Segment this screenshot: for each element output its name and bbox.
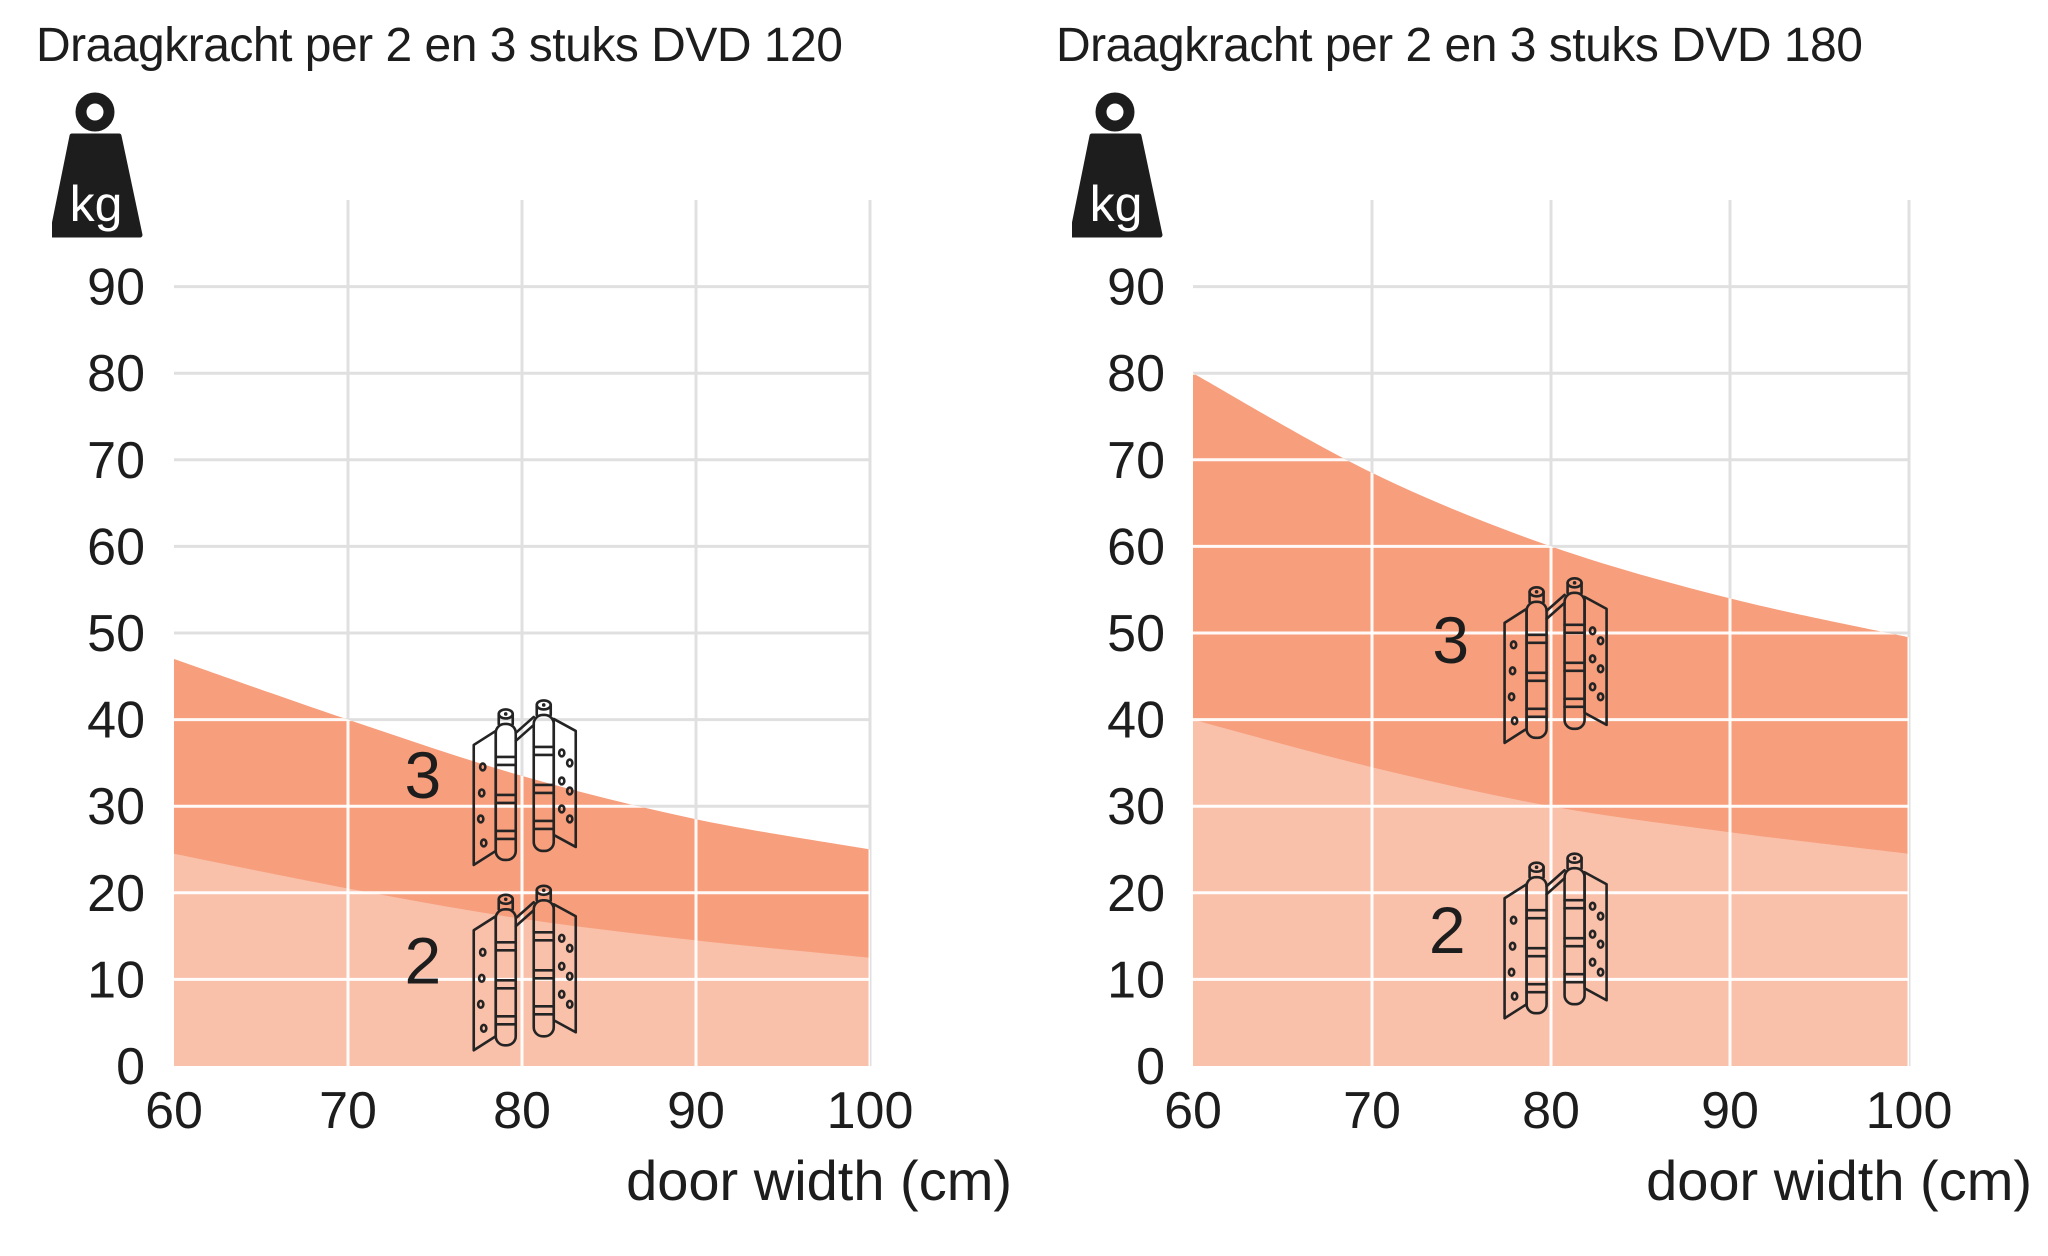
chart-plot-0: 0 10 20 30 40 50 60 70 80 90 60 70 80 90 100 door width…	[87, 200, 1012, 1212]
y-tick-label: 0	[116, 1038, 145, 1096]
x-tick-label: 90	[667, 1082, 725, 1140]
hinge-count-label-2: 2	[404, 923, 441, 997]
y-tick-label: 10	[1107, 951, 1165, 1009]
y-tick-label: 80	[87, 345, 145, 403]
kg-badge-label: kg	[1090, 176, 1143, 232]
y-tick-label: 10	[87, 951, 145, 1009]
x-tick-label: 60	[1164, 1082, 1222, 1140]
x-tick-label: 70	[319, 1082, 377, 1140]
y-tick-label: 50	[1107, 605, 1165, 663]
y-tick-label: 30	[87, 778, 145, 836]
weight-ring	[75, 92, 115, 132]
y-tick-labels: 0 10 20 30 40 50 60 70 80 90	[87, 259, 145, 1096]
kg-weight-icon: kg	[1072, 92, 1163, 238]
y-tick-label: 70	[87, 432, 145, 490]
y-tick-label: 50	[87, 605, 145, 663]
x-tick-label: 60	[145, 1082, 203, 1140]
y-tick-label: 20	[1107, 865, 1165, 923]
x-tick-label: 100	[827, 1082, 914, 1140]
y-tick-label: 0	[1136, 1038, 1165, 1096]
y-tick-label: 90	[1107, 259, 1165, 317]
y-tick-label: 60	[1107, 518, 1165, 576]
y-tick-label: 30	[1107, 778, 1165, 836]
x-tick-label: 80	[493, 1082, 551, 1140]
x-tick-label: 80	[1522, 1082, 1580, 1140]
x-tick-label: 100	[1866, 1082, 1953, 1140]
y-tick-label: 20	[87, 865, 145, 923]
x-tick-label: 90	[1701, 1082, 1759, 1140]
y-tick-label: 70	[1107, 432, 1165, 490]
y-tick-label: 90	[87, 259, 145, 317]
weight-body	[52, 133, 143, 238]
hinge-count-label-3: 3	[404, 738, 441, 812]
x-axis-label: door width (cm)	[1646, 1149, 2032, 1212]
chart-plot-1: 0 10 20 30 40 50 60 70 80 90 60 70 80 90 100 door width…	[1107, 200, 2032, 1212]
x-tick-label: 70	[1343, 1082, 1401, 1140]
y-tick-label: 40	[87, 692, 145, 750]
kg-badge-label: kg	[70, 176, 123, 232]
chart-title-dvd-120: Draagkracht per 2 en 3 stuks DVD 120	[36, 19, 843, 72]
kg-weight-icon: kg	[52, 92, 143, 238]
hinge-count-label-2: 2	[1429, 893, 1466, 967]
weight-ring	[1095, 92, 1135, 132]
x-tick-labels: 60 70 80 90 100	[1164, 1082, 1952, 1140]
hinge-count-label-3: 3	[1432, 603, 1469, 677]
y-tick-label: 60	[87, 518, 145, 576]
y-tick-labels: 0 10 20 30 40 50 60 70 80 90	[1107, 259, 1165, 1096]
x-tick-labels: 60 70 80 90 100	[145, 1082, 913, 1140]
y-tick-label: 40	[1107, 692, 1165, 750]
x-axis-label: door width (cm)	[626, 1149, 1012, 1212]
y-tick-label: 80	[1107, 345, 1165, 403]
chart-title-dvd-180: Draagkracht per 2 en 3 stuks DVD 180	[1056, 19, 1863, 72]
weight-body	[1072, 133, 1163, 238]
